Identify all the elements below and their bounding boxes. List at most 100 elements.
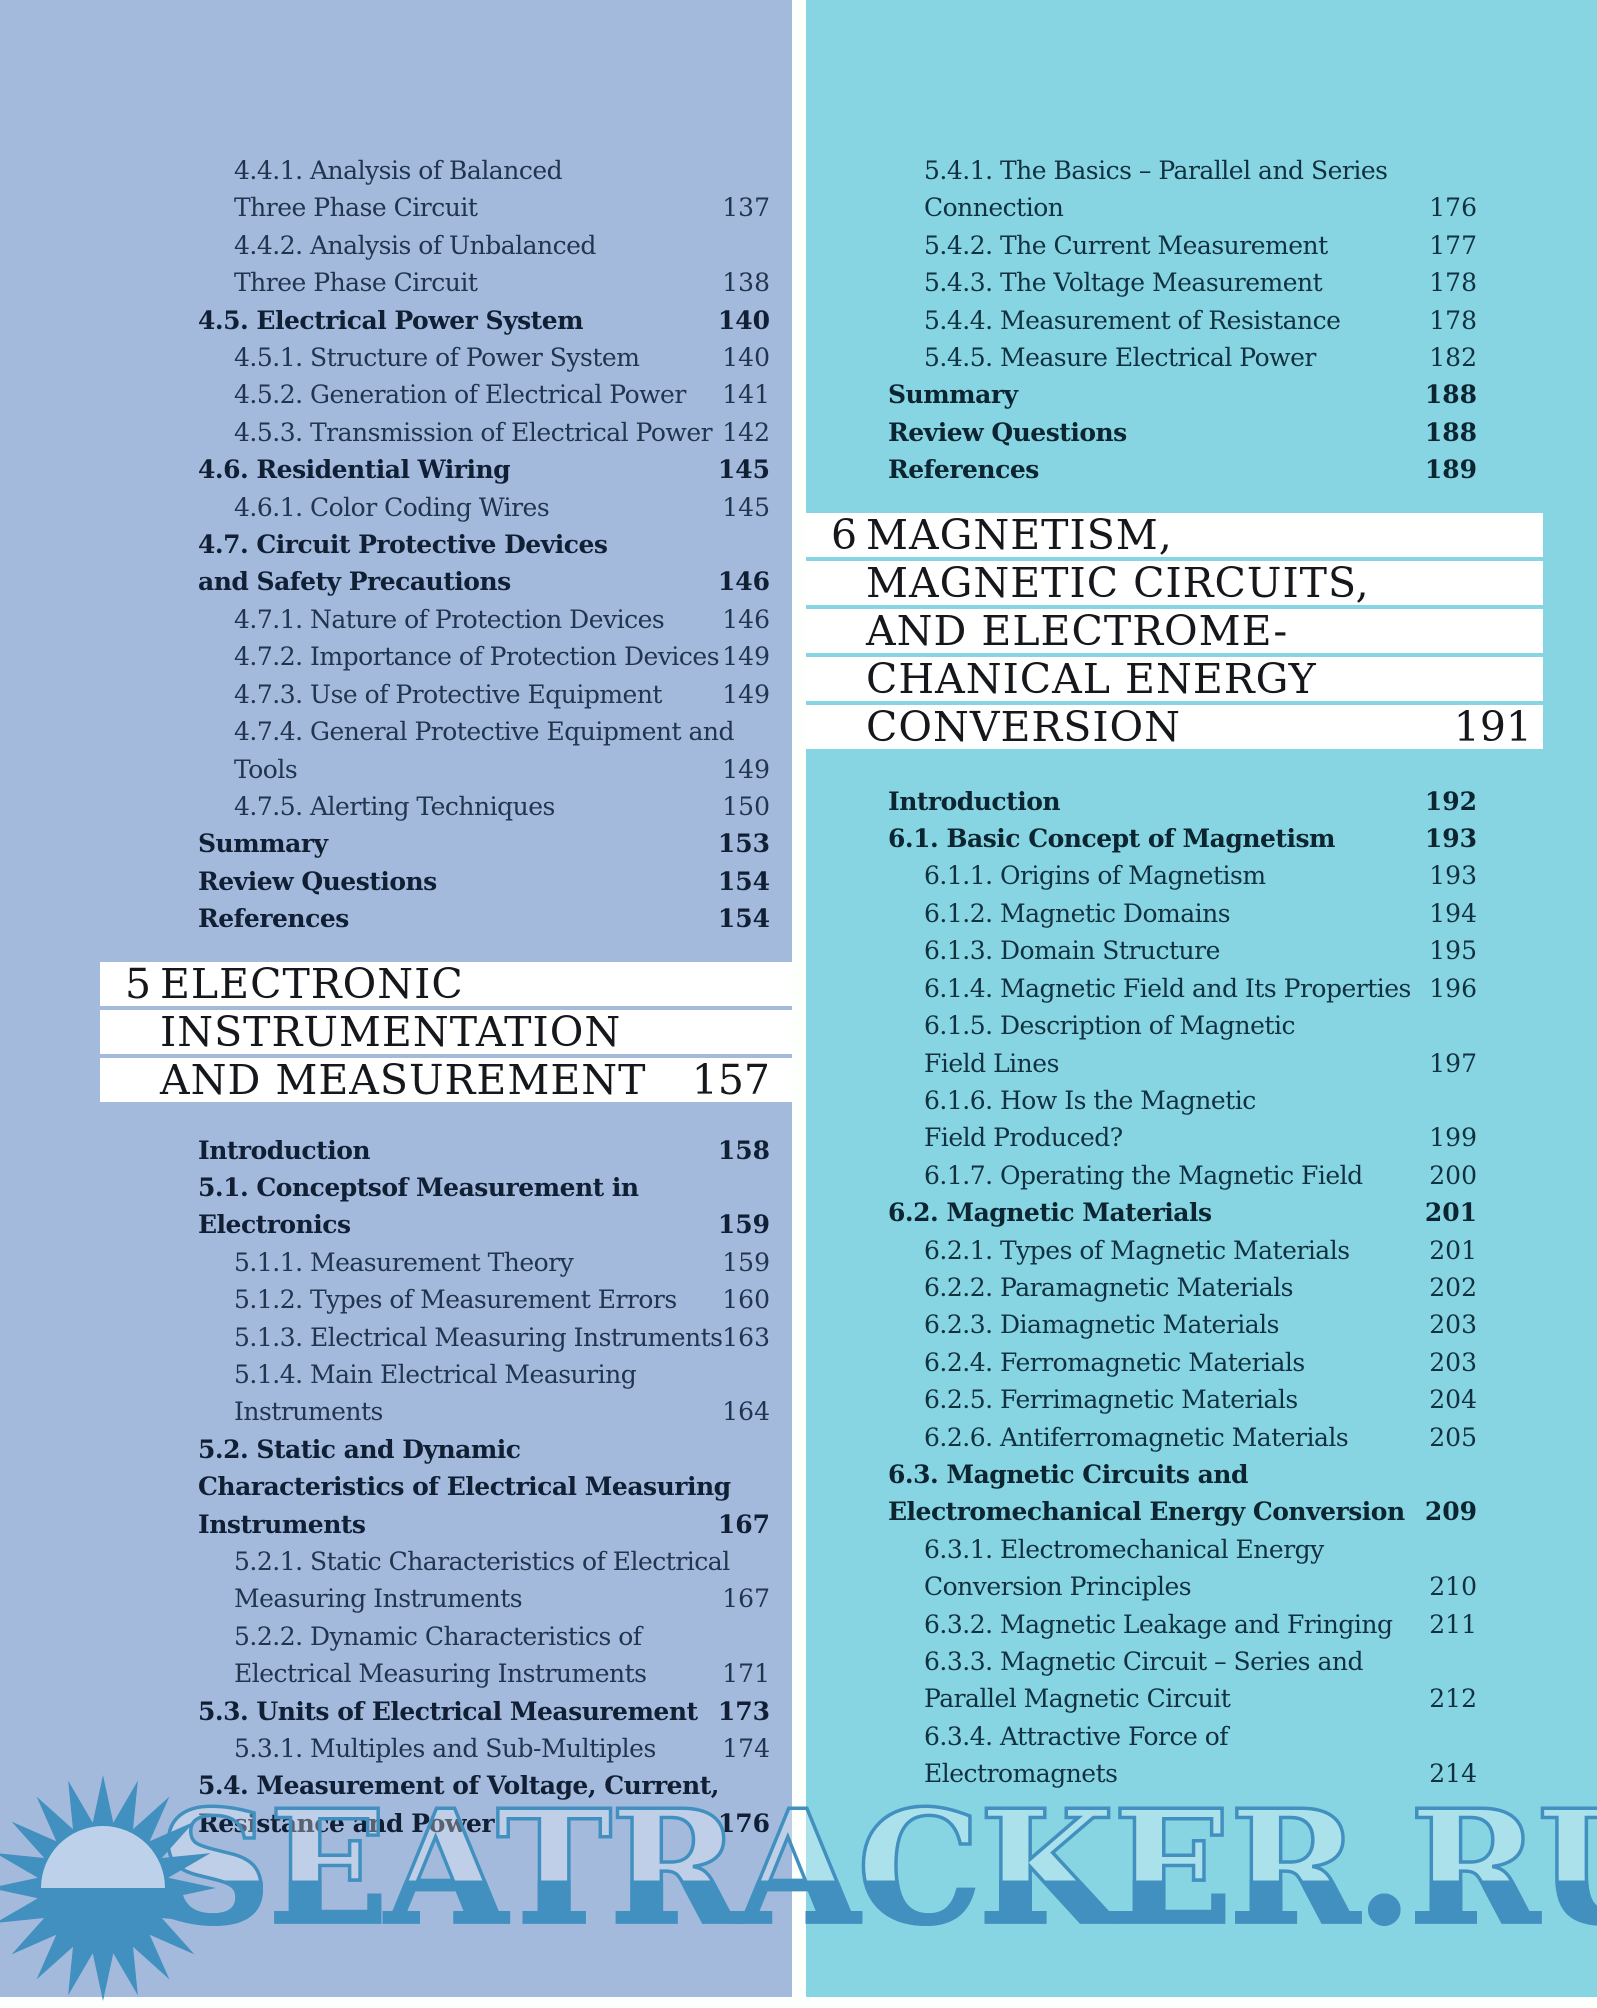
toc-entry: 5.3.1. Multiples and Sub-Multiples 174 (0, 1730, 792, 1767)
toc-entry: 6.2.3. Diamagnetic Materials 203 (806, 1306, 1597, 1343)
toc-entry-text: Electronics (198, 1210, 351, 1240)
toc-entry: 5.2.1. Static Characteristics of Electri… (0, 1543, 792, 1618)
toc-column-left-content: 4.4.1. Analysis of Balanced Three Phase C… (0, 0, 792, 1842)
toc-entry-text: Instruments (198, 1509, 366, 1539)
toc-entry-line: 5.4.3. The Voltage Measurement 178 (806, 264, 1597, 301)
toc-entry: 4.5. Electrical Power System 140 (0, 302, 792, 339)
toc-entry-line: 4.4.1. Analysis of Balanced (0, 152, 792, 189)
toc-entry: 5.4.1. The Basics – Parallel and Series C… (806, 152, 1597, 227)
toc-entry: 6.1.2. Magnetic Domains 194 (806, 895, 1597, 932)
page-number: 153 (717, 829, 770, 859)
page-number: 167 (722, 1584, 770, 1614)
sun-disc-bottom (41, 1888, 165, 1950)
toc-entry: 4.7.2. Importance of Protection Devices 1… (0, 638, 792, 675)
toc-entry-line: 4.5. Electrical Power System 140 (0, 302, 792, 339)
toc-entry-line: References 154 (0, 900, 792, 937)
page-number: 149 (722, 754, 770, 784)
toc-entry: 4.5.2. Generation of Electrical Power 141 (0, 376, 792, 413)
toc-section: 5.4.1. The Basics – Parallel and Series C… (806, 152, 1597, 489)
toc-entry-line: 4.7.4. General Protective Equipment and (0, 713, 792, 750)
toc-entry-line: Review Questions 154 (0, 863, 792, 900)
toc-entry-text: 4.6.1. Color Coding Wires (234, 492, 550, 522)
toc-entry-line: Introduction 192 (806, 783, 1597, 820)
toc-entry-line: 4.5.2. Generation of Electrical Power 141 (0, 376, 792, 413)
toc-entry-text: Measuring Instruments (234, 1584, 523, 1614)
toc-entry: Summary 153 (0, 825, 792, 862)
chapter-title-bar: CHANICAL ENERGY (806, 656, 1543, 701)
page-number: 163 (722, 1322, 770, 1352)
page-number: 154 (717, 904, 770, 934)
page-number: 160 (722, 1285, 770, 1315)
page-number: 205 (1429, 1422, 1477, 1452)
toc-entry-line: 6.2.2. Paramagnetic Materials 202 (806, 1269, 1597, 1306)
page-number: 159 (722, 1247, 770, 1277)
chapter-page-number: 191 (1453, 702, 1532, 751)
toc-entry-line: Instruments 164 (0, 1393, 792, 1430)
toc-entry-line: Conversion Principles 210 (806, 1568, 1597, 1605)
toc-entry-text: Electrical Measuring Instruments (234, 1659, 647, 1689)
toc-entry-text: 4.6. Residential Wiring (198, 455, 511, 485)
page-number: 150 (722, 791, 770, 821)
toc-entry-text: 5.4. Measurement of Voltage, Current, (198, 1771, 720, 1801)
page-number: 211 (1429, 1609, 1477, 1639)
toc-entry-text: 4.5.2. Generation of Electrical Power (234, 380, 686, 410)
toc-entry-text: 6.2.4. Ferromagnetic Materials (924, 1347, 1305, 1377)
toc-entry-line: 5.4.2. The Current Measurement 177 (806, 227, 1597, 264)
toc-entry: Introduction 158 (0, 1132, 792, 1169)
page-number: 140 (722, 343, 770, 373)
page-number: 158 (717, 1135, 770, 1165)
toc-entry: 5.3. Units of Electrical Measurement 173 (0, 1693, 792, 1730)
toc-entry: 6.1. Basic Concept of Magnetism 193 (806, 820, 1597, 857)
page-number: 159 (717, 1210, 770, 1240)
toc-entry: 6.2.1. Types of Magnetic Materials 201 (806, 1232, 1597, 1269)
watermark-text: SEATRACKER.RU (156, 1788, 1597, 1948)
toc-entry-text: Parallel Magnetic Circuit (924, 1684, 1231, 1714)
chapter-number: 5 (125, 959, 153, 1008)
toc-entry-line: References 189 (806, 451, 1597, 488)
toc-entry-text: 5.1.1. Measurement Theory (234, 1247, 574, 1277)
toc-entry-line: 5.3.1. Multiples and Sub-Multiples 174 (0, 1730, 792, 1767)
toc-entry-line: 4.7.5. Alerting Techniques 150 (0, 788, 792, 825)
toc-entry: 4.5.1. Structure of Power System 140 (0, 339, 792, 376)
toc-entry-line: 5.1.4. Main Electrical Measuring (0, 1356, 792, 1393)
toc-entry-text: Review Questions (198, 866, 437, 896)
toc-entry: 6.1.1. Origins of Magnetism 193 (806, 857, 1597, 894)
toc-entry-text: 4.7.1. Nature of Protection Devices (234, 604, 665, 634)
page-number: 146 (722, 604, 770, 634)
chapter-title-bar: CONVERSION 191 (806, 702, 1543, 751)
toc-entry: 6.1.5. Description of Magnetic Field Line… (806, 1007, 1597, 1082)
toc-entry-text: References (888, 455, 1039, 485)
chapter-page-number: 157 (691, 1055, 770, 1104)
toc-entry-text: 5.4.3. The Voltage Measurement (924, 268, 1323, 298)
toc-entry: 4.6. Residential Wiring 145 (0, 451, 792, 488)
chapter-heading: 5 ELECTRONIC INSTRUMENTATION AND MEASUREMEN… (0, 959, 792, 1104)
page-number: 145 (717, 455, 770, 485)
toc-entry-text: 4.4.2. Analysis of Unbalanced (234, 230, 596, 260)
chapter-title-bar: INSTRUMENTATION (100, 1009, 792, 1054)
chapter-title-text: MAGNETIC CIRCUITS, (866, 558, 1370, 607)
page-number: 204 (1429, 1385, 1477, 1415)
toc-entry-text: 6.2.5. Ferrimagnetic Materials (924, 1385, 1298, 1415)
toc-entry-text: Introduction (888, 786, 1061, 816)
toc-entry-text: 6.1.6. How Is the Magnetic (924, 1085, 1256, 1115)
toc-entry-text: 6.1.2. Magnetic Domains (924, 898, 1231, 928)
toc-entry-text: 5.4.5. Measure Electrical Power (924, 343, 1316, 373)
toc-entry-text: Summary (888, 380, 1018, 410)
toc-entry-line: 6.3.2. Magnetic Leakage and Fringing 211 (806, 1606, 1597, 1643)
chapter-title-text: AND MEASUREMENT (160, 1055, 647, 1104)
toc-entry: 6.2.5. Ferrimagnetic Materials 204 (806, 1381, 1597, 1418)
toc-section: 4.4.1. Analysis of Balanced Three Phase C… (0, 152, 792, 938)
toc-entry-text: 5.2.1. Static Characteristics of Electri… (234, 1547, 730, 1576)
page-number: 202 (1429, 1272, 1477, 1302)
toc-entry-text: Resistance and Power (198, 1809, 495, 1838)
page-number: 164 (722, 1397, 770, 1427)
chapter-title-text: ELECTRONIC (160, 959, 464, 1008)
page-number: 188 (1424, 380, 1477, 410)
toc-section: Introduction 192 6.1. Basic Concept of Mag… (806, 783, 1597, 1793)
toc-entry: 4.7.4. General Protective Equipment and T… (0, 713, 792, 788)
toc-entry: 4.7.1. Nature of Protection Devices 146 (0, 601, 792, 638)
toc-entry-text: 5.1.3. Electrical Measuring Instruments (234, 1322, 723, 1352)
toc-entry-line: Introduction 158 (0, 1132, 792, 1169)
page-number: 212 (1429, 1684, 1477, 1714)
page-number: 177 (1429, 230, 1477, 260)
